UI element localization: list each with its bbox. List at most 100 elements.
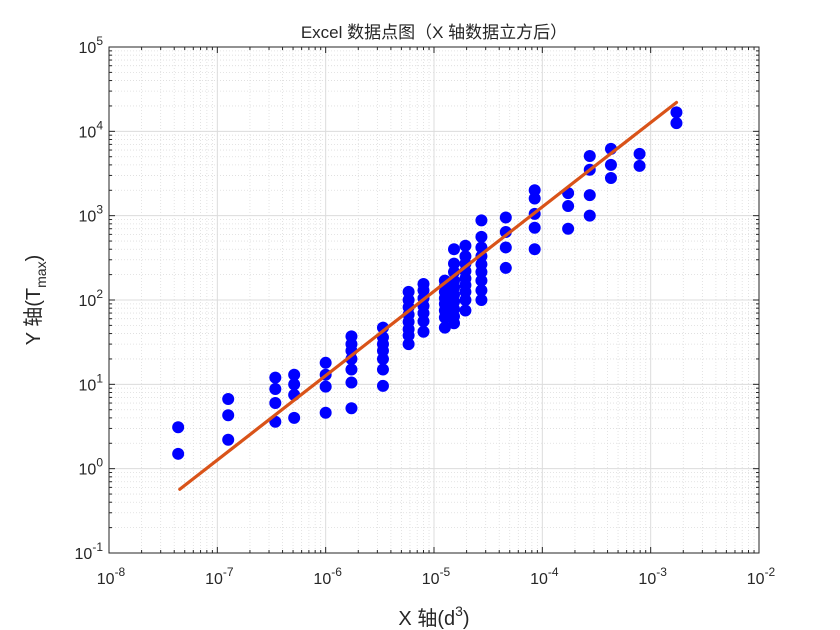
- x-tick-label: 10-5: [422, 565, 451, 588]
- data-point: [633, 159, 646, 172]
- x-tick-label: 10-3: [638, 565, 667, 588]
- x-tick-label-exponent: -8: [115, 565, 126, 579]
- x-tick-label-base: 10: [638, 571, 656, 588]
- x-tick-label-base: 10: [422, 571, 440, 588]
- y-tick-label: 10-1: [75, 540, 104, 563]
- y-tick-label-base: 10: [75, 546, 93, 563]
- data-point: [583, 209, 596, 222]
- chart-title: Excel 数据点图（X 轴数据立方后）: [301, 23, 567, 42]
- y-tick-label: 103: [79, 203, 104, 226]
- data-point: [222, 409, 235, 422]
- axis-ticks: [108, 46, 760, 554]
- data-point: [528, 192, 541, 205]
- y-axis-label-sub: max: [33, 261, 49, 287]
- y-tick-label-exponent: 2: [96, 287, 103, 301]
- data-point: [438, 321, 451, 334]
- data-point: [417, 325, 430, 338]
- data-point: [402, 329, 415, 342]
- y-tick-label: 102: [79, 287, 104, 310]
- data-point: [499, 241, 512, 254]
- y-tick-label: 100: [79, 456, 104, 479]
- data-point: [583, 149, 596, 162]
- data-point: [438, 311, 451, 324]
- data-point: [345, 363, 358, 376]
- data-point: [528, 243, 541, 256]
- y-tick-label-base: 10: [79, 462, 97, 479]
- x-tick-labels: 10-8 10-7 10-6 10-5 10-4 10-3 10-2: [97, 565, 776, 588]
- data-point: [604, 158, 617, 171]
- y-tick-label-base: 10: [79, 40, 97, 57]
- data-point: [319, 356, 332, 369]
- data-point: [475, 214, 488, 227]
- x-tick-label: 10-8: [97, 565, 126, 588]
- x-axis-label-close: ): [463, 608, 470, 630]
- data-point: [604, 171, 617, 184]
- data-point: [345, 402, 358, 415]
- y-tick-label-exponent: 5: [96, 34, 103, 48]
- data-point: [528, 221, 541, 234]
- data-point: [402, 338, 415, 351]
- data-point: [172, 421, 185, 434]
- data-point: [475, 274, 488, 287]
- data-point: [222, 393, 235, 406]
- data-point: [448, 257, 461, 270]
- y-tick-label: 101: [79, 371, 104, 394]
- x-axis-label: X 轴(d3): [398, 603, 469, 630]
- data-point: [448, 317, 461, 330]
- data-point: [288, 411, 301, 424]
- x-tick-label: 10-2: [747, 565, 776, 588]
- x-tick-label-exponent: -7: [223, 565, 234, 579]
- data-point: [417, 315, 430, 328]
- y-axis-label-main: Y 轴(T: [22, 288, 45, 345]
- data-point: [269, 383, 282, 396]
- y-tick-label-exponent: 0: [96, 456, 103, 470]
- x-tick-label: 10-6: [313, 565, 342, 588]
- y-tick-label-exponent: -1: [92, 540, 103, 554]
- data-point: [633, 147, 646, 160]
- x-tick-label-exponent: -6: [331, 565, 342, 579]
- data-point: [670, 106, 683, 119]
- data-point: [562, 200, 575, 213]
- y-tick-label-base: 10: [79, 209, 97, 226]
- data-point: [319, 406, 332, 419]
- x-tick-label-base: 10: [313, 571, 331, 588]
- data-point: [288, 368, 301, 381]
- x-tick-label-base: 10: [530, 571, 548, 588]
- data-point: [459, 294, 472, 306]
- data-point: [670, 117, 683, 130]
- data-point: [288, 378, 301, 391]
- data-point: [459, 304, 472, 317]
- x-axis-label-main: X 轴(d: [398, 607, 455, 630]
- data-point: [376, 363, 389, 376]
- data-point: [499, 211, 512, 224]
- y-tick-label-base: 10: [79, 377, 97, 394]
- data-point: [562, 222, 575, 235]
- y-axis-label-close: ): [23, 255, 45, 262]
- x-tick-label-base: 10: [205, 571, 223, 588]
- data-point: [475, 265, 488, 278]
- data-point: [345, 376, 358, 389]
- y-tick-label-exponent: 3: [96, 203, 103, 217]
- x-tick-label-exponent: -3: [656, 565, 667, 579]
- data-point: [222, 433, 235, 446]
- data-point: [475, 294, 488, 306]
- y-tick-label-exponent: 4: [96, 118, 103, 132]
- data-point: [499, 261, 512, 274]
- x-tick-label: 10-4: [530, 565, 559, 588]
- y-tick-label: 105: [79, 34, 104, 57]
- data-point: [376, 379, 389, 392]
- data-point: [459, 239, 472, 252]
- data-point: [269, 397, 282, 410]
- x-tick-label-base: 10: [747, 571, 765, 588]
- data-point: [269, 371, 282, 384]
- y-tick-label-exponent: 1: [96, 371, 103, 385]
- data-point: [448, 243, 461, 256]
- x-tick-label-exponent: -2: [765, 565, 776, 579]
- data-point: [319, 380, 332, 393]
- data-point: [172, 447, 185, 460]
- data-point: [583, 189, 596, 202]
- fit-line: [178, 100, 679, 491]
- y-tick-label: 104: [79, 118, 104, 141]
